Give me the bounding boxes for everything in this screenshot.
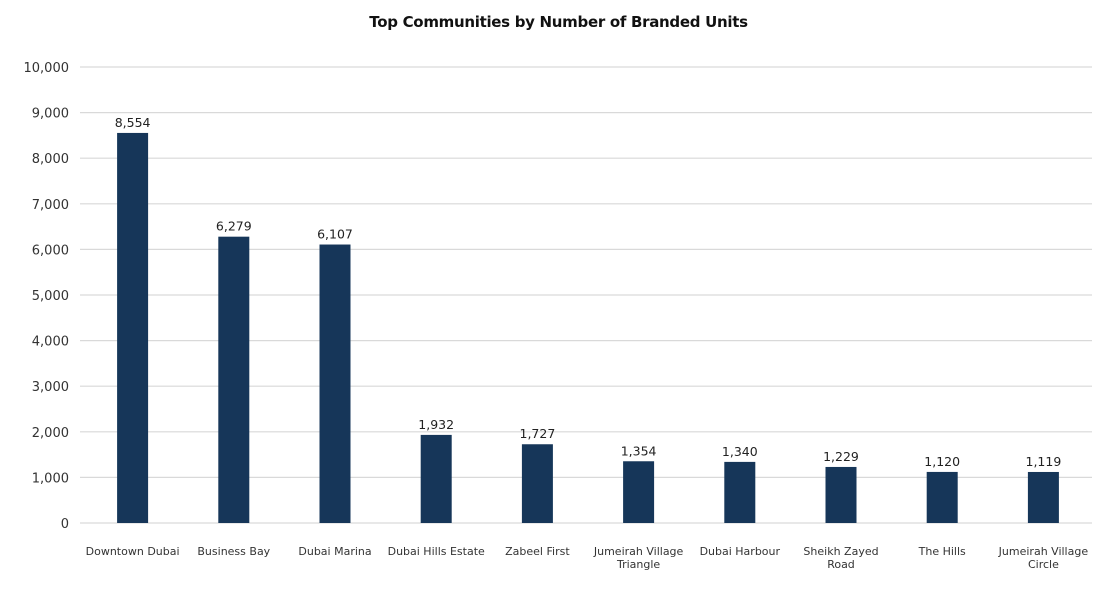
x-tick-label: Business Bay (197, 545, 270, 558)
bar (117, 132, 149, 523)
x-tick-label: Sheikh Zayed Road (803, 545, 878, 571)
data-label: 6,279 (216, 219, 252, 234)
x-tick-label: Jumeirah Village Circle (998, 545, 1089, 571)
y-tick-label: 9,000 (32, 107, 69, 122)
y-tick-label: 7,000 (32, 198, 69, 213)
bar (724, 461, 756, 523)
bar (420, 434, 452, 523)
x-tick-label-line: Dubai Hills Estate (388, 545, 485, 558)
x-tick-label: Dubai Harbour (700, 545, 781, 558)
bar (623, 461, 655, 523)
x-tick-label-line: Business Bay (197, 545, 270, 558)
bar (825, 466, 857, 523)
x-tick-label-line: Zabeel First (505, 545, 570, 558)
bar (218, 236, 250, 523)
y-tick-label: 3,000 (32, 380, 69, 395)
x-tick-label-line: Road (827, 558, 855, 571)
bar (521, 444, 553, 523)
data-label: 6,107 (317, 227, 353, 242)
y-tick-label: 10,000 (24, 61, 70, 76)
chart-title: Top Communities by Number of Branded Uni… (369, 13, 748, 31)
x-tick-label: Downtown Dubai (86, 545, 180, 558)
x-tick-label-line: Dubai Marina (298, 545, 371, 558)
y-tick-label: 5,000 (32, 289, 69, 304)
x-tick-label-line: Triangle (616, 558, 660, 571)
bar (319, 244, 351, 523)
x-tick-label-line: The Hills (918, 545, 966, 558)
data-label: 1,354 (621, 443, 657, 458)
y-tick-label: 8,000 (32, 152, 69, 167)
x-tick-label-line: Jumeirah Village (998, 545, 1089, 558)
bar (926, 471, 958, 523)
x-tick-label: Dubai Marina (298, 545, 371, 558)
y-tick-label: 0 (61, 517, 69, 532)
x-tick-label-line: Sheikh Zayed (803, 545, 878, 558)
x-tick-label: Dubai Hills Estate (388, 545, 485, 558)
x-tick-label-line: Jumeirah Village (593, 545, 684, 558)
y-tick-label: 2,000 (32, 426, 69, 441)
y-tick-label: 6,000 (32, 243, 69, 258)
x-tick-label: Zabeel First (505, 545, 570, 558)
x-tick-label-line: Circle (1028, 558, 1059, 571)
data-label: 1,932 (418, 417, 454, 432)
data-label: 1,120 (924, 454, 960, 469)
data-label: 8,554 (115, 115, 151, 130)
data-label: 1,727 (520, 426, 556, 441)
x-tick-label: The Hills (918, 545, 966, 558)
y-tick-label: 1,000 (32, 471, 69, 486)
data-label: 1,229 (823, 449, 859, 464)
x-tick-label: Jumeirah Village Triangle (593, 545, 684, 571)
x-tick-label-line: Dubai Harbour (700, 545, 781, 558)
y-tick-label: 4,000 (32, 335, 69, 350)
x-tick-label-line: Downtown Dubai (86, 545, 180, 558)
data-label: 1,119 (1026, 454, 1062, 469)
bar (1027, 471, 1059, 523)
data-label: 1,340 (722, 444, 758, 459)
